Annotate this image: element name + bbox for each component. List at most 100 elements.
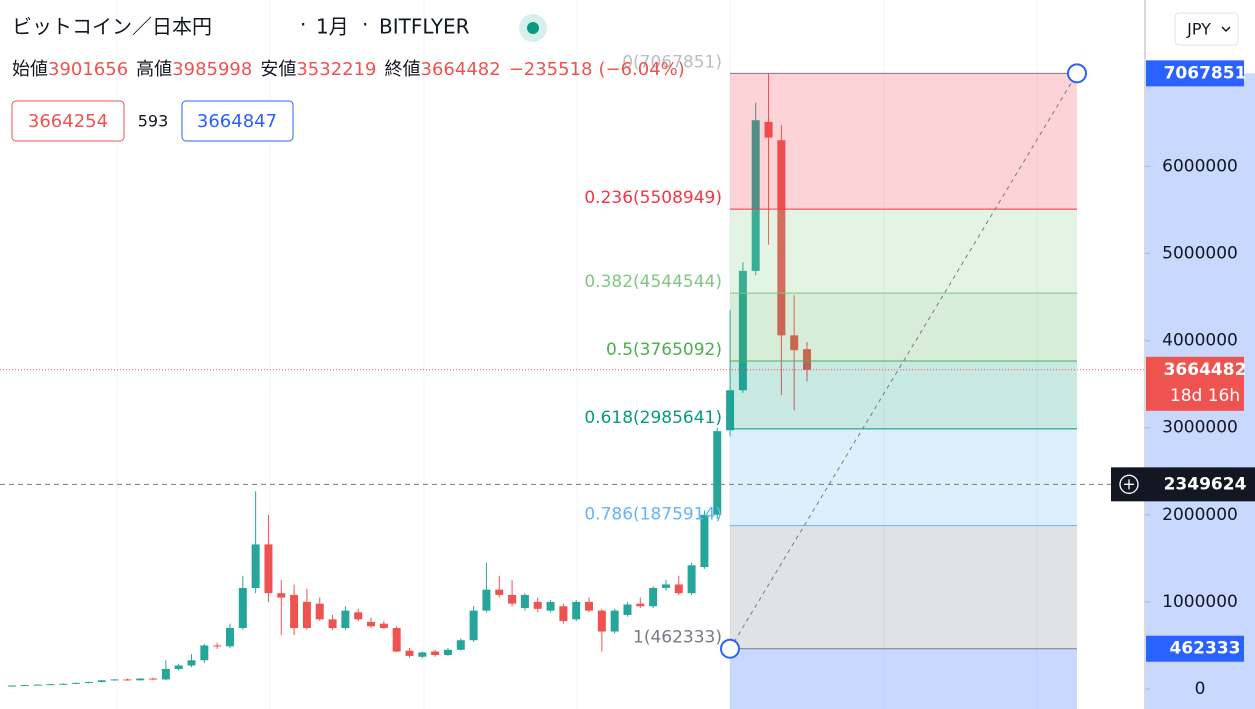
candle-body — [700, 514, 709, 568]
candle-body — [572, 601, 581, 620]
fib-zone — [730, 428, 1077, 526]
candle-body — [623, 604, 632, 615]
fib-label: 0.236(5508949) — [584, 188, 722, 208]
fib-zone — [730, 361, 1077, 429]
candle-body — [418, 652, 427, 657]
candle-body — [187, 660, 196, 666]
fib-label: 0.382(4544544) — [584, 272, 722, 292]
candle-body — [495, 589, 504, 595]
candle-body — [367, 621, 376, 627]
fib-label: 0(7067851) — [622, 52, 722, 72]
buy-button[interactable] — [181, 100, 294, 142]
legend-item: 3901656 — [48, 59, 128, 80]
candle-body — [392, 628, 401, 652]
ohlc-legend: 始値3901656 高値3985998 安値3532219 終値3664482 −235… — [12, 59, 685, 80]
candle-body — [482, 589, 491, 611]
candle-body — [585, 601, 594, 611]
separator: · — [300, 13, 306, 37]
candle-body — [20, 685, 29, 687]
candle-body — [713, 431, 722, 515]
candle-body — [649, 587, 658, 607]
candle-body — [431, 651, 440, 656]
candle-body — [8, 685, 16, 687]
candle-body — [469, 610, 478, 641]
crosshair-label: 2349624 — [1164, 474, 1247, 494]
add-alert-plus[interactable] — [1124, 479, 1134, 490]
header: ビットコイン／日本円 · 1月 · BITFLYER 始値3901656 高値39… — [11, 12, 1239, 142]
legend-item: (−6.04%) — [598, 59, 684, 80]
currency-button[interactable] — [1174, 12, 1239, 46]
candle-body — [687, 565, 696, 594]
candle-body — [379, 623, 388, 629]
candle-body — [610, 610, 619, 632]
candle-body — [290, 594, 299, 629]
legend-item: 3664482 — [421, 59, 501, 80]
y-tick-label: 5000000 — [1162, 243, 1238, 263]
candle-body — [790, 335, 799, 351]
legend-item: 始値 — [12, 59, 48, 80]
fib-handle[interactable] — [1067, 63, 1087, 84]
candle-body — [546, 601, 555, 611]
fib-zone — [730, 209, 1077, 294]
fib-label: 0.786(1875914) — [584, 505, 722, 525]
price-tag-label: 462333 — [1170, 639, 1241, 659]
currency[interactable]: JPY — [1186, 20, 1211, 39]
add-alert-icon[interactable] — [1119, 474, 1139, 494]
candle-body — [277, 593, 286, 598]
candle-body — [174, 665, 183, 669]
candle-body — [72, 682, 81, 684]
separator: · — [362, 13, 368, 37]
candle-body — [520, 594, 529, 608]
candle-body — [764, 121, 773, 138]
candle-body — [149, 678, 158, 680]
price-tag — [1146, 60, 1244, 87]
fib-handle[interactable] — [720, 638, 740, 659]
candle-body — [315, 603, 324, 620]
candle-body — [597, 610, 606, 632]
legend-item: 3985998 — [172, 59, 252, 80]
y-tick-label: 0 — [1195, 679, 1206, 699]
candle-body — [251, 544, 260, 588]
candle-body — [59, 683, 68, 685]
countdown: 18d 16h — [1170, 386, 1240, 406]
fib-label: 0.5(3765092) — [606, 340, 722, 360]
range-fill — [730, 648, 1077, 709]
fib-label: 0.618(2985641) — [584, 408, 722, 428]
fib-zone — [730, 73, 1077, 210]
y-tick-label: 3000000 — [1162, 418, 1238, 438]
y-tick-label: 1000000 — [1162, 592, 1238, 612]
price-tag-label: 7067851 — [1164, 63, 1247, 83]
fib-zone — [730, 525, 1077, 649]
candle-body — [559, 606, 568, 622]
legend-item: 3532219 — [296, 59, 376, 80]
price-scale: 0 1000000 2000000 3000000 4000000 5000000 6000… — [1111, 60, 1255, 709]
candle-body — [674, 584, 683, 594]
crosshair-tag — [1111, 467, 1255, 502]
chevron — [1221, 26, 1231, 33]
candle-body — [200, 645, 209, 661]
buy-price[interactable]: 3664847 — [197, 111, 277, 132]
candle-body — [636, 603, 645, 607]
candle-body — [354, 612, 363, 620]
sell-button[interactable] — [11, 100, 125, 142]
symbol-title: ビットコイン／日本円 — [12, 15, 212, 39]
candle-body — [405, 650, 414, 656]
sell-price[interactable]: 3664254 — [28, 111, 108, 132]
candle-body — [661, 584, 670, 588]
candle-body — [33, 684, 42, 686]
fib-label: 1(462333) — [633, 628, 722, 648]
candle-body — [84, 682, 93, 684]
candle-body — [803, 349, 811, 370]
candle-body — [46, 684, 55, 686]
price-tag — [1146, 635, 1244, 662]
y-tick-label: 4000000 — [1162, 331, 1238, 351]
candle-body — [225, 628, 234, 647]
status-dot — [527, 22, 539, 34]
candle-body — [97, 680, 106, 683]
candle-body — [726, 390, 735, 431]
candle-body — [110, 679, 119, 681]
legend-item: 高値 — [136, 59, 172, 80]
candle-body — [533, 601, 542, 609]
candle-body — [738, 270, 747, 391]
